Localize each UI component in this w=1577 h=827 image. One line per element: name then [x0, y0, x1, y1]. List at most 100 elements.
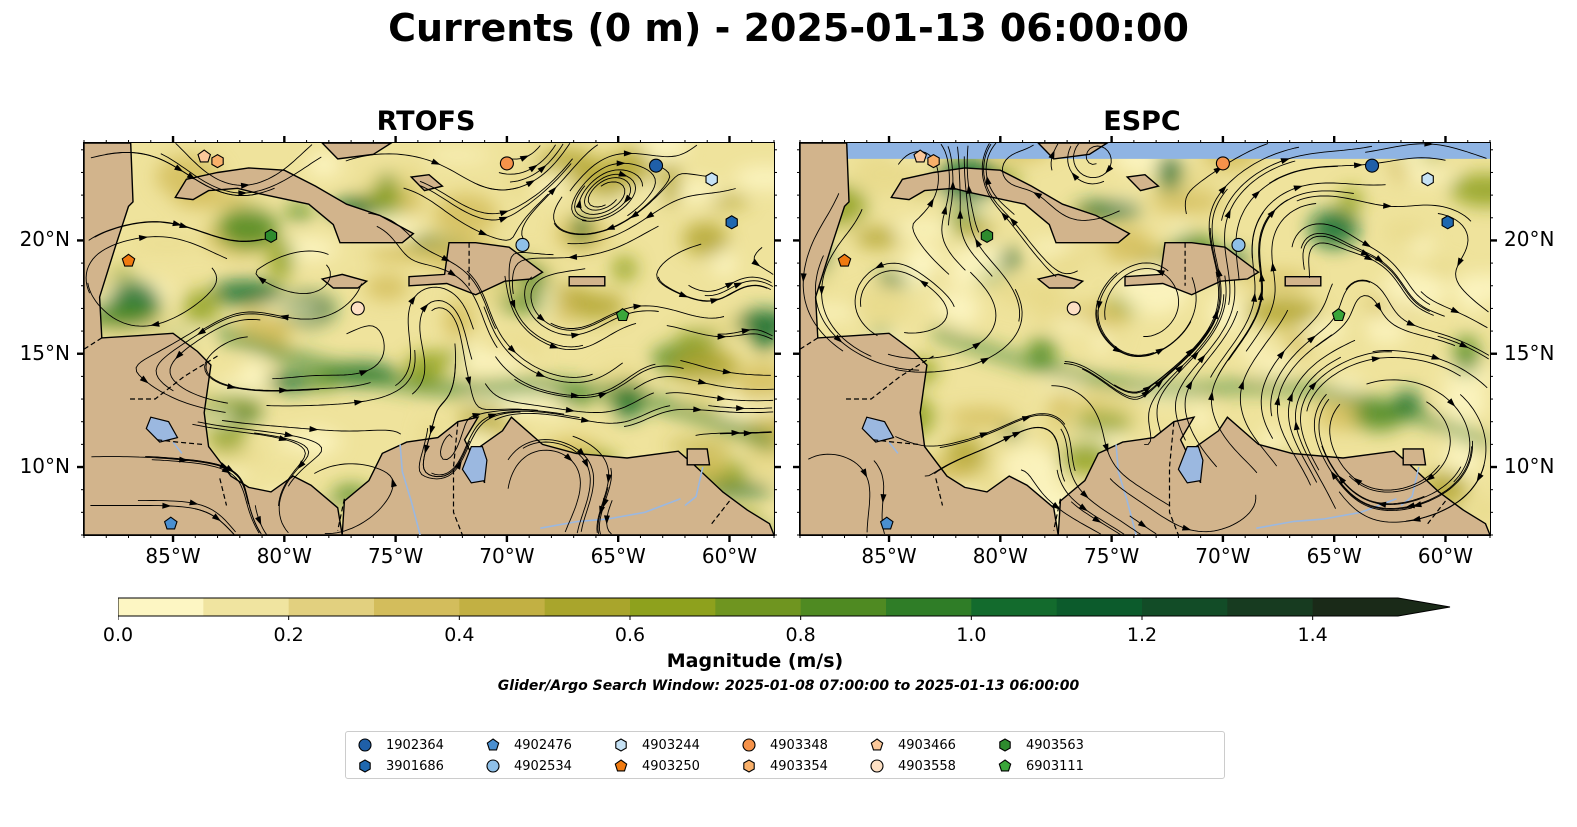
land-trinidad [1402, 448, 1427, 466]
legend-label: 3901686 [386, 758, 444, 774]
float-marker-4903244 [1421, 172, 1434, 187]
lat-tick-label-left: 15°N [19, 340, 70, 365]
hexagon-marker-icon [615, 738, 627, 752]
pentagon-marker-icon [870, 738, 884, 751]
legend-label: 4903563 [1026, 737, 1084, 753]
lon-tick-label: 60°W [1417, 544, 1474, 568]
colorbar-label: Magnitude (m/s) [666, 650, 844, 672]
lon-tick-label: 80°W [972, 544, 1028, 568]
lake-maracaibo [461, 446, 488, 484]
land-hispaniola [408, 241, 544, 296]
legend-label: 4903250 [642, 758, 700, 774]
colorbar-segment [374, 598, 460, 616]
legend-label: 6903111 [1026, 758, 1084, 774]
panel-title-rtofs: RTOFS [376, 106, 476, 137]
legend-label: 4903558 [898, 758, 956, 774]
lon-tick-label: 70°W [479, 544, 535, 568]
legend-item-4903563: 4903563 [996, 735, 1084, 755]
colorbar-segment [1056, 598, 1143, 616]
lon-tick-label: 85°W [861, 544, 917, 568]
legend-label: 4902534 [514, 758, 572, 774]
float-marker-4903466 [913, 149, 928, 163]
land-central-america [800, 143, 1059, 535]
pentagon-marker-icon [614, 759, 628, 772]
legend-item-4903354: 4903354 [740, 756, 828, 776]
float-legend: 1902364 3901686 4902476 4902534 4903244 49032… [345, 731, 1225, 779]
lat-tick-label-left: 10°N [19, 454, 70, 479]
colorbar-segment [630, 598, 716, 616]
legend-item-4903558: 4903558 [868, 756, 956, 776]
land-puerto-rico [1284, 275, 1322, 287]
lat-tick-label-right: 15°N [1504, 340, 1555, 365]
colorbar-segment [118, 598, 204, 616]
lake-maracaibo [1177, 446, 1204, 484]
land-cuba [174, 167, 415, 244]
float-marker-4903244 [705, 172, 718, 187]
land-puerto-rico [568, 275, 606, 287]
circle-marker-icon [742, 738, 756, 752]
float-marker-6903111 [1331, 308, 1346, 322]
colorbar-segment [886, 598, 972, 616]
float-marker-4902476 [163, 516, 178, 530]
float-marker-4903563 [980, 228, 994, 244]
float-marker-4903348 [1215, 156, 1230, 171]
lon-tick-label: 70°W [1195, 544, 1251, 568]
lat-tick-label-right: 20°N [1504, 227, 1555, 252]
float-marker-1902364 [1364, 158, 1380, 173]
land-bahamas-a [1037, 143, 1109, 160]
lon-tick-label: 60°W [701, 544, 758, 568]
float-marker-3901686 [725, 215, 738, 230]
circle-marker-icon [870, 759, 884, 773]
legend-label: 1902364 [386, 737, 444, 753]
lat-tick-label-left: 20°N [19, 227, 70, 252]
float-marker-4903348 [499, 156, 514, 171]
colorbar-segment [800, 598, 887, 616]
search-window-subtitle: Glider/Argo Search Window: 2025-01-08 07… [497, 678, 1080, 694]
legend-label: 4903244 [642, 737, 700, 753]
float-marker-4903250 [121, 253, 136, 267]
colorbar-segment [544, 598, 631, 616]
colorbar-tick-label: 0.2 [273, 624, 304, 646]
legend-item-4902476: 4902476 [484, 735, 572, 755]
colorbar-extend-arrow [1398, 598, 1450, 616]
legend-item-4903244: 4903244 [612, 735, 700, 755]
lon-tick-label: 75°W [1083, 544, 1140, 568]
float-marker-4903354 [211, 153, 224, 169]
colorbar-tick-label: 0.6 [614, 624, 646, 646]
colorbar-segment [288, 598, 375, 616]
hexagon-marker-icon [359, 759, 371, 773]
colorbar-tick-label: 0.0 [102, 624, 134, 646]
lon-tick-label: 75°W [367, 544, 424, 568]
streamlines [800, 143, 1490, 535]
hexagon-marker-icon [999, 738, 1011, 752]
lake-nicaragua [145, 416, 179, 443]
lon-tick-label: 65°W [1306, 544, 1362, 568]
colorbar-tick-label: 0.8 [785, 624, 816, 646]
legend-label: 4902476 [514, 737, 572, 753]
colorbar [117, 596, 1458, 624]
map-panel-rtofs [83, 142, 775, 536]
float-marker-4903563 [264, 228, 278, 244]
land-trinidad [686, 448, 711, 466]
map-axes [77, 136, 1497, 542]
legend-item-4903348: 4903348 [740, 735, 828, 755]
float-marker-4903250 [837, 253, 852, 267]
lake-nicaragua [861, 416, 895, 443]
circle-marker-icon [358, 738, 372, 752]
colorbar-segment [1227, 598, 1314, 616]
lon-tick-label: 85°W [145, 544, 201, 568]
circle-marker-icon [486, 759, 500, 773]
legend-item-3901686: 3901686 [356, 756, 444, 776]
pentagon-marker-icon [486, 738, 500, 751]
float-marker-4903354 [927, 153, 940, 169]
legend-item-4902534: 4902534 [484, 756, 572, 776]
legend-item-4903250: 4903250 [612, 756, 700, 776]
colorbar-tick-label: 1.2 [1126, 624, 1158, 646]
land-south-america [341, 416, 774, 535]
legend-label: 4903348 [770, 737, 828, 753]
panel-title-espc: ESPC [1103, 106, 1181, 137]
colorbar-tick-label: 1.0 [956, 624, 987, 646]
float-marker-1902364 [648, 158, 664, 173]
hexagon-marker-icon [743, 759, 755, 773]
colorbar-tick-label: 1.4 [1297, 624, 1328, 646]
